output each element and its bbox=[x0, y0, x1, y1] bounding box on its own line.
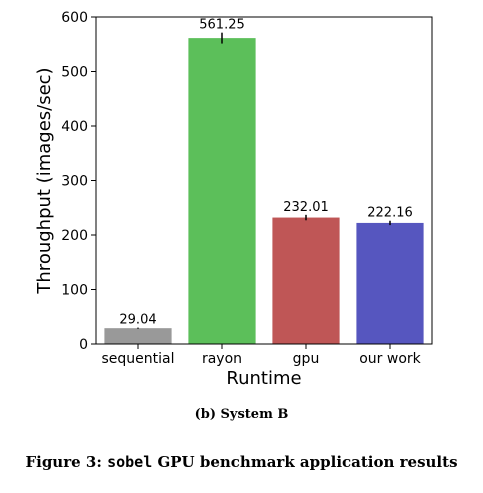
x-tick-label-our-work: our work bbox=[359, 351, 421, 367]
bar-gpu bbox=[272, 217, 340, 344]
data-label-our-work: 222.16 bbox=[367, 206, 413, 221]
y-tick-label-100: 100 bbox=[61, 283, 88, 299]
figure-caption: Figure 3: sobel GPU benchmark applicatio… bbox=[0, 453, 483, 471]
y-tick-label-0: 0 bbox=[79, 337, 88, 353]
bar-chart: 29.04 561.25 232.01 222.16 0 100 200 300 400 500… bbox=[34, 10, 433, 389]
y-axis-title: Throughput (images/sec) bbox=[34, 67, 55, 294]
data-label-sequential: 29.04 bbox=[119, 313, 156, 328]
plot-frame bbox=[95, 16, 433, 345]
data-label-rayon: 561.25 bbox=[199, 18, 245, 33]
figure-caption-suffix: GPU benchmark application results bbox=[152, 453, 458, 471]
y-tick-label-600: 600 bbox=[61, 10, 88, 26]
data-labels-layer: 29.04 561.25 232.01 222.16 bbox=[119, 18, 412, 328]
x-axis-title: Runtime bbox=[226, 368, 301, 389]
y-tick-label-400: 400 bbox=[61, 119, 88, 135]
bars-layer bbox=[104, 38, 424, 345]
y-tick-label-200: 200 bbox=[61, 228, 88, 244]
x-axis: sequential rayon gpu our work bbox=[101, 344, 422, 367]
error-bars-layer bbox=[137, 32, 391, 329]
x-tick-label-rayon: rayon bbox=[202, 351, 242, 367]
figure-caption-prefix: Figure 3: bbox=[25, 453, 108, 471]
y-tick-label-500: 500 bbox=[61, 65, 88, 81]
bar-rayon bbox=[188, 38, 256, 345]
y-tick-label-300: 300 bbox=[61, 174, 88, 190]
x-tick-label-sequential: sequential bbox=[101, 351, 174, 367]
bar-sequential bbox=[104, 328, 172, 344]
bar-our-work bbox=[356, 222, 424, 344]
y-axis: 0 100 200 300 400 500 600 bbox=[61, 10, 96, 353]
x-tick-label-gpu: gpu bbox=[293, 351, 320, 367]
figure-caption-code: sobel bbox=[107, 453, 153, 471]
sub-caption: (b) System B bbox=[194, 407, 289, 422]
data-label-gpu: 232.01 bbox=[283, 200, 329, 215]
